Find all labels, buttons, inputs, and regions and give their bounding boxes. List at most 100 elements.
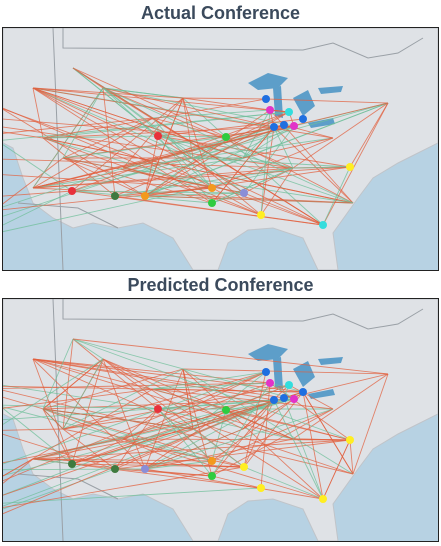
route [144,97,184,197]
city-dot [346,163,354,171]
route [114,124,285,197]
route [211,391,304,462]
lake [273,86,283,118]
route [292,166,351,169]
route [3,428,64,431]
route [42,338,74,410]
route [302,391,324,500]
route [122,125,295,169]
route [242,384,290,430]
route [225,126,275,138]
route [3,458,34,484]
route [144,135,159,197]
city-dot [290,122,298,130]
route [269,382,295,400]
route [211,192,245,204]
city-dot [240,463,248,471]
route [32,458,213,462]
route [42,368,184,410]
route [42,137,116,197]
route [71,190,245,194]
route [42,408,64,430]
route [144,166,351,197]
route [71,358,104,465]
route [144,408,334,470]
route [32,187,354,204]
route [144,111,290,197]
route [273,126,294,169]
map-panel [2,298,439,542]
route [62,117,154,159]
city-dot [68,460,76,468]
route [122,167,213,189]
route [288,384,334,410]
route [32,167,294,189]
route [265,98,389,104]
route [157,135,354,204]
route [3,118,227,138]
route [42,137,262,216]
route [3,358,104,425]
lake [308,118,335,128]
route [114,195,324,226]
route [42,408,194,430]
route [62,371,267,430]
route [322,102,389,226]
route [292,102,389,169]
route [32,358,146,470]
route [3,384,290,496]
route [114,439,351,470]
city-dot [240,189,248,197]
lake [318,86,343,94]
lake [293,361,315,387]
route [352,373,389,475]
route [32,358,351,441]
route [3,408,73,465]
route [122,438,213,477]
route [3,167,124,208]
route [144,102,389,197]
route [3,389,354,475]
route [42,98,267,139]
lake [248,344,288,361]
route [62,358,104,430]
route [292,438,324,500]
route [3,404,159,410]
route [302,391,354,475]
route [157,408,213,462]
city-dot [290,395,298,403]
route [242,125,295,159]
lake [318,357,343,365]
city-dot [285,381,293,389]
route [182,368,324,500]
route [72,67,227,138]
route [32,439,351,460]
city-dot [257,211,265,219]
route [32,87,334,139]
route [273,399,294,440]
city-dot [280,394,288,402]
route [72,338,389,375]
route [211,167,294,204]
city-dot [346,436,354,444]
border [52,299,64,541]
map-panel [2,27,439,271]
route [3,190,73,197]
route [102,87,116,197]
route [3,190,73,226]
route [102,358,244,430]
route [42,137,354,204]
route [3,107,262,216]
city-dot [141,192,149,200]
route [32,373,389,460]
city-dot [222,133,230,141]
route [32,358,275,401]
route [182,368,389,375]
route [122,408,159,440]
city-dot [208,472,216,480]
city-dot [208,457,216,465]
route [211,408,334,477]
route [322,439,351,500]
route [32,87,104,189]
